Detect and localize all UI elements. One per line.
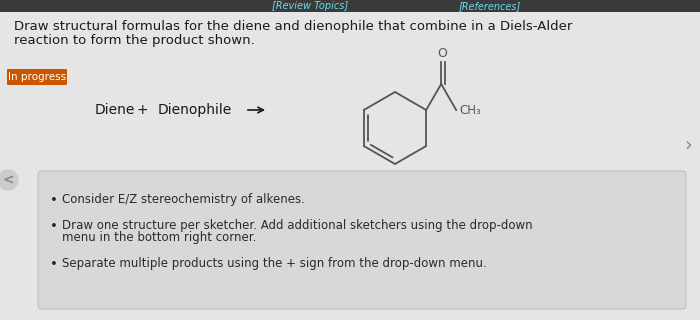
Text: reaction to form the product shown.: reaction to form the product shown. xyxy=(14,34,255,47)
Text: menu in the bottom right corner.: menu in the bottom right corner. xyxy=(62,231,256,244)
Text: •: • xyxy=(50,220,58,233)
Text: •: • xyxy=(50,258,58,271)
Text: CH₃: CH₃ xyxy=(459,103,481,116)
FancyBboxPatch shape xyxy=(38,171,686,309)
FancyBboxPatch shape xyxy=(0,0,700,12)
Text: O: O xyxy=(438,47,447,60)
Text: ›: › xyxy=(684,135,692,155)
Text: Separate multiple products using the + sign from the drop-down menu.: Separate multiple products using the + s… xyxy=(62,257,486,270)
Text: •: • xyxy=(50,194,58,207)
Text: +: + xyxy=(136,103,148,117)
Text: Diene: Diene xyxy=(95,103,135,117)
Text: In progress: In progress xyxy=(8,72,66,82)
FancyBboxPatch shape xyxy=(7,69,67,85)
Text: Draw one structure per sketcher. Add additional sketchers using the drop-down: Draw one structure per sketcher. Add add… xyxy=(62,219,533,232)
Text: Dienophile: Dienophile xyxy=(158,103,232,117)
Text: [References]: [References] xyxy=(459,1,521,11)
Text: <: < xyxy=(2,173,14,187)
Text: Consider E/Z stereochemistry of alkenes.: Consider E/Z stereochemistry of alkenes. xyxy=(62,193,305,206)
Text: Draw structural formulas for the diene and dienophile that combine in a Diels-Al: Draw structural formulas for the diene a… xyxy=(14,20,573,33)
Text: [Review Topics]: [Review Topics] xyxy=(272,1,348,11)
Circle shape xyxy=(0,170,18,190)
